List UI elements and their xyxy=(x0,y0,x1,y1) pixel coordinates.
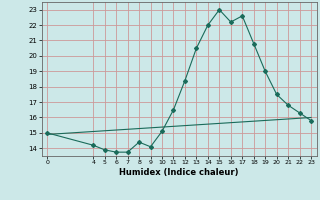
X-axis label: Humidex (Indice chaleur): Humidex (Indice chaleur) xyxy=(119,168,239,177)
